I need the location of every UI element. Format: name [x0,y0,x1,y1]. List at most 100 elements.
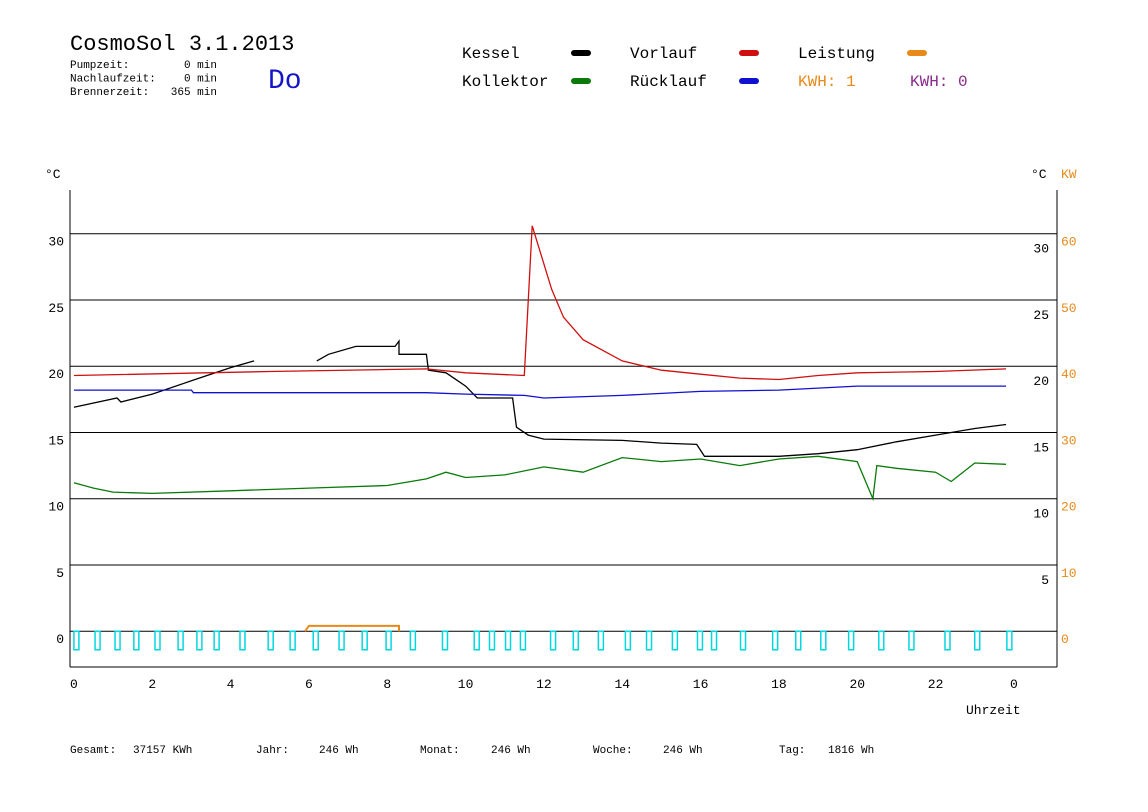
y2-tick-label: 10 [1061,566,1077,581]
legend-label: Rücklauf [630,73,707,91]
x-tick-label: 0 [1010,677,1018,692]
pump-pulse [267,630,274,651]
pump-pulse [820,630,827,651]
footer-value: 246 Wh [663,745,703,757]
footer-value: 246 Wh [491,745,531,757]
y-right-tick-label: 30 [1033,242,1049,257]
pump-pulse [771,630,779,651]
pump-pulse [504,630,512,651]
pump-pulse [338,630,345,651]
pump-pulse [645,630,653,651]
x-tick-label: 6 [305,677,313,692]
series-line [73,225,1007,381]
y2-tick-label: 0 [1061,632,1069,647]
pump-pulse [696,630,704,651]
day: Do [268,66,302,97]
series-line [73,339,1007,457]
pump-pulse [572,630,580,651]
pump-pulse [795,630,802,651]
y-tick-label: 25 [48,301,64,316]
y-unit: °C [45,167,61,182]
y-tick-label: 20 [48,367,64,382]
y2-tick-label: 30 [1061,433,1077,448]
y-tick-label: 15 [48,433,64,448]
y2-tick-label: 40 [1061,367,1077,382]
x-tick-label: 0 [70,677,78,692]
pump-pulse [114,630,121,651]
pump-pulse [312,630,319,651]
pump-pulse [239,630,246,651]
x-tick-label: 16 [693,677,709,692]
info-label: Pumpzeit: [70,60,129,72]
pump-pulse [878,630,885,651]
x-tick-label: 20 [849,677,865,692]
pump-pulse [154,630,161,651]
kwh-label: KWH: 1 [798,73,856,91]
pump-pulse [710,630,718,651]
footer-label: Monat: [420,745,460,757]
pump-pulse [847,630,855,651]
pump-pulse [133,630,140,651]
y-right-tick-label: 25 [1033,308,1049,323]
pump-pulse [1006,630,1013,651]
x-tick-label: 22 [928,677,944,692]
pump-pulse [73,630,80,651]
pump-pulse [213,630,220,651]
info-value: 365 min [171,87,217,99]
y-unit-right: °C [1031,167,1047,182]
footer-label: Gesamt: [70,745,116,757]
pump-pulse [94,630,101,651]
y-right-tick-label: 10 [1033,507,1049,522]
kwh-label: KWH: 0 [910,73,968,91]
pump-pulse [409,630,417,651]
legend-label: Leistung [798,45,875,63]
info-value: 0 min [184,60,217,72]
footer-label: Tag: [779,745,805,757]
pump-pulse [473,630,480,651]
pump-pulse [196,630,203,651]
pump-pulse [908,630,915,651]
x-label: Uhrzeit [966,703,1021,718]
y2-tick-label: 60 [1061,235,1077,250]
info-label: Nachlaufzeit: [70,74,156,86]
pump-pulse [597,630,605,651]
pump-pulse [385,630,392,651]
pump-pulse [739,630,747,651]
footer-value: 1816 Wh [828,745,874,757]
pump-pulse [488,630,496,651]
legend-label: Vorlauf [630,45,697,63]
y2-unit: KW [1061,167,1077,182]
pump-pulse [671,630,679,651]
y2-tick-label: 20 [1061,500,1077,515]
pump-pulse [624,630,632,651]
y-tick-label: 30 [48,235,64,250]
legend-label: Kollektor [462,73,548,91]
pump-pulse [974,630,981,651]
y2-tick-label: 50 [1061,301,1077,316]
x-tick-label: 12 [536,677,552,692]
y-tick-label: 10 [48,500,64,515]
x-tick-label: 14 [614,677,630,692]
footer-value: 37157 KWh [133,745,192,757]
pump-pulse [549,630,557,651]
y-right-tick-label: 15 [1033,440,1049,455]
footer-value: 246 Wh [319,745,359,757]
pump-pulse [519,630,527,651]
legend-label: Kessel [462,45,520,63]
y-right-tick-label: 5 [1041,573,1049,588]
y-right-tick-label: 20 [1033,374,1049,389]
pump-pulse [944,630,951,651]
x-tick-label: 2 [148,677,156,692]
info-label: Brennerzeit: [70,87,149,99]
pump-pulse [361,630,368,651]
x-tick-label: 8 [383,677,391,692]
x-tick-label: 18 [771,677,787,692]
pump-pulse [289,630,296,651]
series-line [73,455,1007,502]
footer-label: Woche: [593,745,633,757]
x-tick-label: 4 [227,677,235,692]
y-tick-label: 0 [56,632,64,647]
x-tick-label: 10 [458,677,474,692]
info-value: 0 min [184,74,217,86]
